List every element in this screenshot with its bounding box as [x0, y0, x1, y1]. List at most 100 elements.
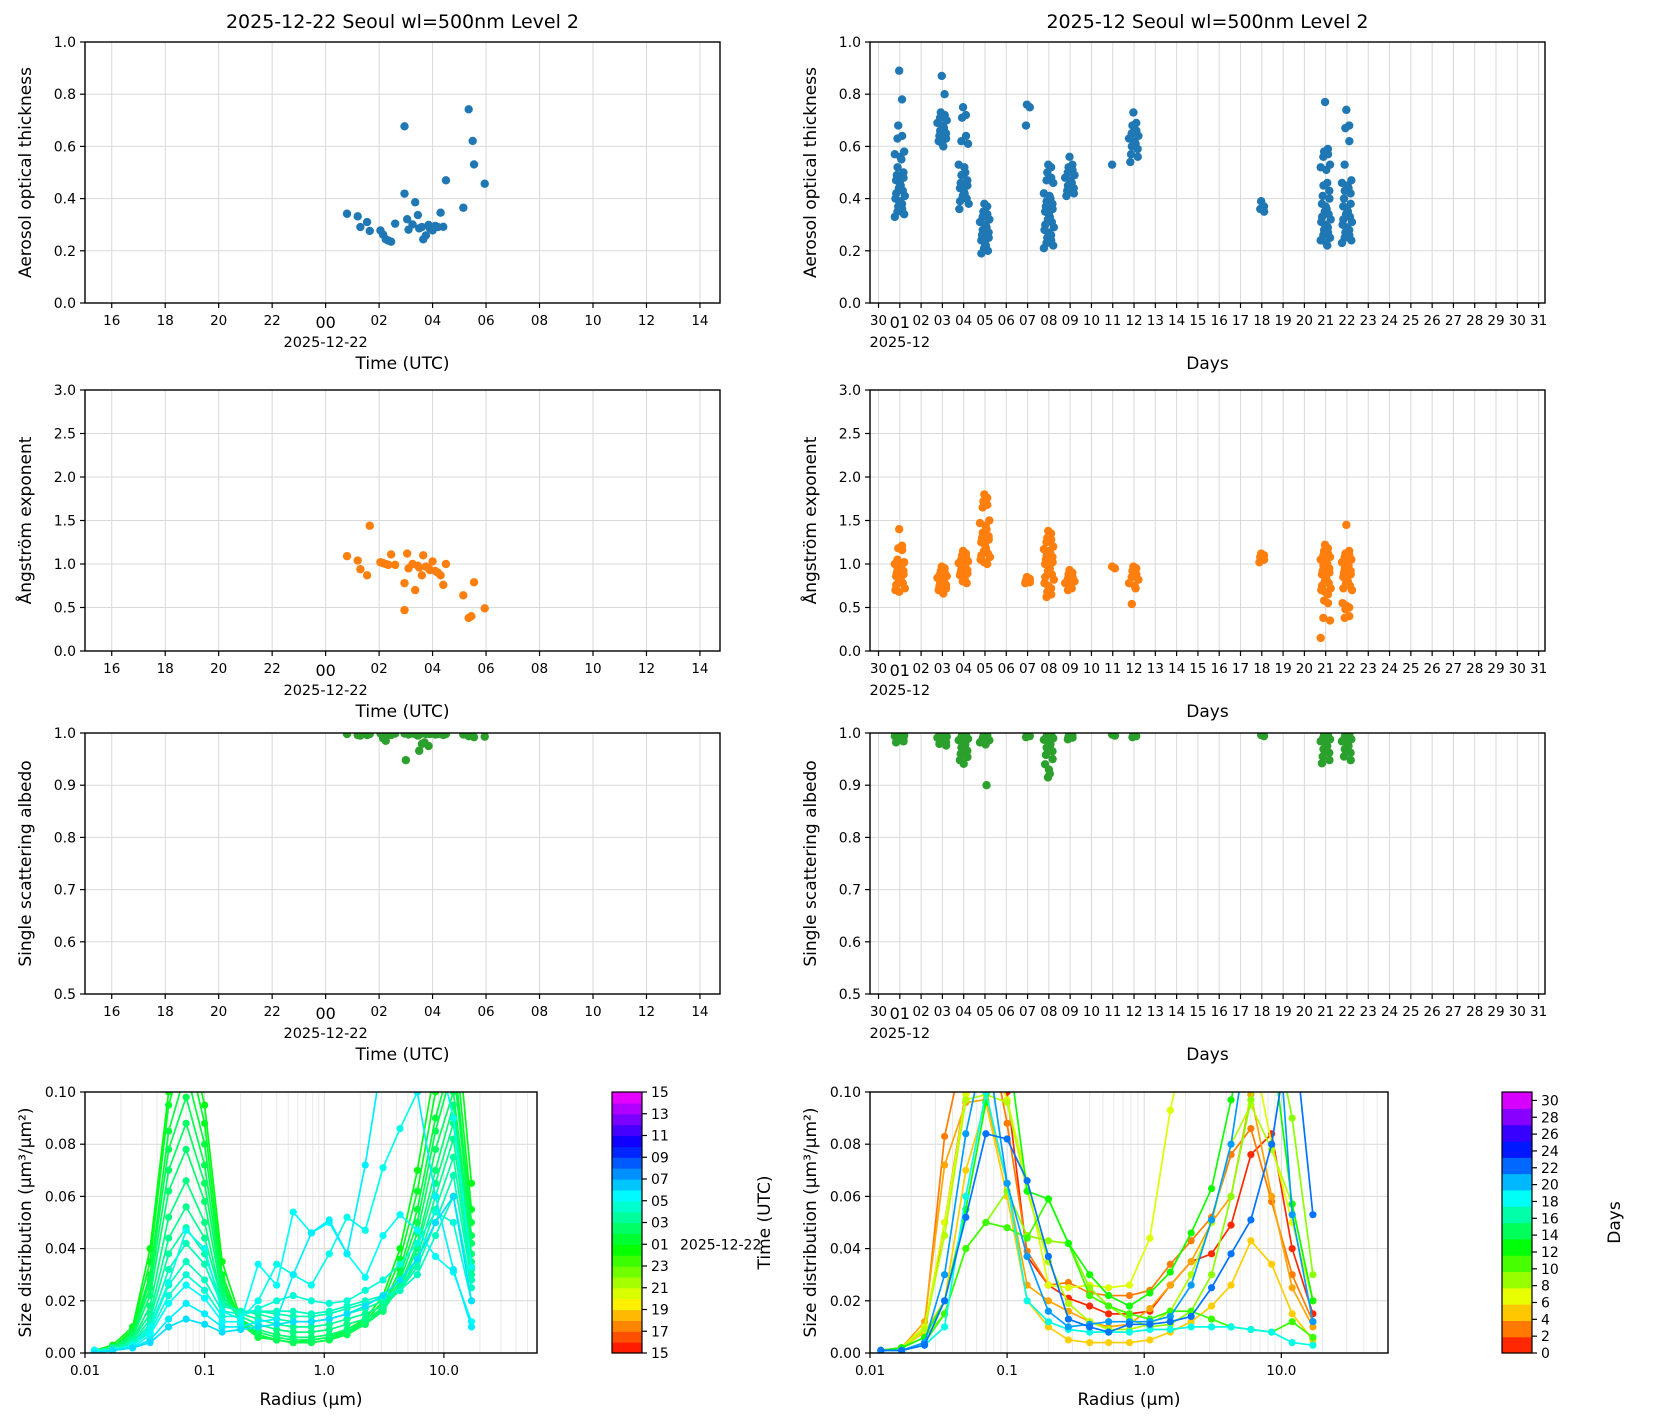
- size-distribution-line: [94, 1092, 473, 1353]
- x-tick-label: 11: [1104, 1004, 1121, 1020]
- data-point: [1318, 191, 1327, 201]
- data-point: [413, 1187, 421, 1195]
- plot-size_daily: 0.01 0.1 1.0 10.0 0.00 0.02 0.04 0.06 0.08 0.10 Ra…: [16, 1023, 538, 1410]
- data-point: [1268, 1328, 1276, 1336]
- colorbar-band: [1502, 1140, 1532, 1158]
- y-axis-label: Aerosol optical thickness: [801, 67, 821, 278]
- data-point: [1208, 958, 1215, 965]
- data-point: [449, 1265, 457, 1274]
- y-axis-label: Size distribution (µm³/µm²): [801, 1108, 821, 1338]
- data-point: [940, 1271, 949, 1279]
- data-point: [1187, 1258, 1195, 1266]
- data-point: [940, 90, 949, 99]
- data-point: [1064, 1336, 1073, 1344]
- colorbar-tick-label: 24: [1541, 1144, 1559, 1160]
- data-point: [400, 605, 409, 615]
- data-point: [146, 1338, 154, 1347]
- data-point: [1317, 759, 1327, 768]
- data-point: [1247, 1096, 1255, 1104]
- colorbar-band: [1502, 1336, 1532, 1354]
- data-point: [940, 1161, 949, 1169]
- x-tick-label: 26: [1424, 661, 1441, 677]
- data-point: [325, 1307, 333, 1315]
- x-tick-label: 18: [157, 1004, 174, 1020]
- data-point: [182, 1258, 190, 1266]
- data-point: [183, 1041, 190, 1048]
- colorbar-band: [612, 1255, 642, 1267]
- data-point: [1086, 1338, 1094, 1347]
- data-point: [1340, 160, 1349, 169]
- colorbar-tick-label: 14: [1541, 1228, 1559, 1244]
- data-point: [1227, 1323, 1235, 1331]
- colorbar-band: [612, 1320, 642, 1332]
- data-point: [431, 1192, 440, 1200]
- x-tick-label: 18: [157, 661, 174, 677]
- x-tick-label: 22: [1338, 661, 1355, 677]
- data-point: [894, 121, 903, 130]
- data-point: [1247, 1325, 1255, 1334]
- y-tick-label: 0.0: [839, 296, 861, 312]
- data-point: [450, 1023, 457, 1030]
- data-point: [963, 139, 973, 148]
- data-point: [941, 741, 951, 750]
- y-axis-label: Ångström exponent: [14, 436, 36, 604]
- data-point: [1125, 1302, 1134, 1310]
- axis-date-offset: 2025-12: [870, 1026, 931, 1042]
- x-tick-label: 31: [1530, 1004, 1547, 1020]
- data-point: [1069, 189, 1079, 198]
- plot-content: [342, 733, 489, 765]
- data-point: [165, 1291, 173, 1300]
- x-tick-label: 05: [976, 661, 993, 677]
- x-tick-label: 22: [264, 1004, 281, 1020]
- x-tick-label: 16: [1211, 313, 1228, 329]
- data-point: [361, 1286, 369, 1294]
- data-point: [289, 1307, 297, 1315]
- x-tick-label: 27: [1445, 661, 1462, 677]
- data-point: [1347, 585, 1357, 595]
- x-tick-label: 19: [1274, 313, 1291, 329]
- x-tick-label: 25: [1402, 661, 1419, 677]
- data-point: [1023, 1234, 1031, 1242]
- colorbar-band: [612, 1135, 642, 1147]
- data-point: [273, 1320, 281, 1328]
- data-point: [940, 1297, 949, 1305]
- y-tick-label: 2.5: [839, 427, 861, 443]
- y-tick-label: 0.7: [839, 883, 861, 899]
- x-tick-label: 14: [1168, 1004, 1185, 1020]
- data-point: [1341, 123, 1350, 133]
- data-point: [307, 1297, 315, 1305]
- data-point: [1125, 1310, 1134, 1318]
- x-axis-label: Days: [1186, 1045, 1229, 1065]
- data-point: [379, 1231, 387, 1240]
- data-point: [467, 1263, 476, 1271]
- x-tick-label: 24: [1381, 1004, 1398, 1020]
- data-point: [1044, 1195, 1052, 1203]
- x-tick-label: 22: [1338, 313, 1355, 329]
- data-point: [469, 578, 479, 587]
- data-point: [977, 249, 986, 258]
- data-point: [1125, 1320, 1134, 1328]
- data-point: [165, 1213, 173, 1221]
- data-point: [396, 1286, 404, 1294]
- x-tick-label: 04: [424, 313, 441, 329]
- data-point: [1086, 1302, 1094, 1310]
- data-point: [890, 212, 900, 222]
- data-point: [1323, 590, 1333, 599]
- x-tick-label: 19: [1274, 661, 1291, 677]
- data-point: [413, 1239, 421, 1247]
- data-point: [962, 1130, 970, 1138]
- data-point: [343, 1325, 351, 1334]
- data-point: [419, 551, 428, 560]
- data-point: [165, 1145, 173, 1154]
- x-tick-label: 0.01: [70, 1363, 100, 1379]
- data-point: [379, 1276, 387, 1284]
- data-point: [356, 733, 365, 740]
- data-point: [877, 1346, 885, 1353]
- axis-date-offset: 2025-12-22: [283, 683, 367, 699]
- data-point: [1105, 1291, 1113, 1300]
- data-point: [464, 105, 473, 114]
- data-point: [897, 95, 907, 104]
- data-point: [1207, 1323, 1216, 1331]
- x-tick-label: 17: [1232, 661, 1249, 677]
- data-point: [1021, 578, 1030, 588]
